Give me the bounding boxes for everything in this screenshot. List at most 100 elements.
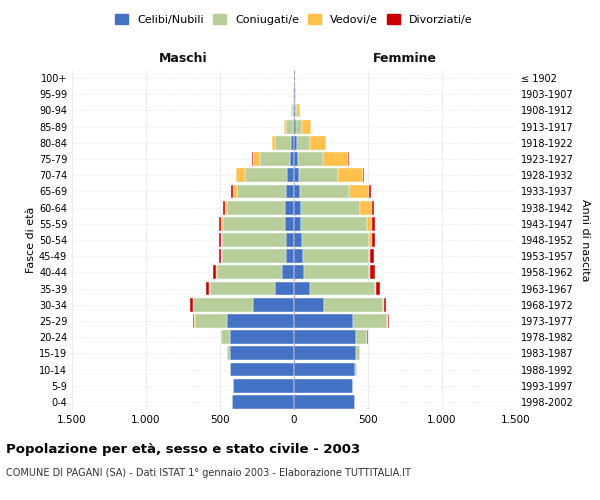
Bar: [367, 217, 373, 230]
Bar: [227, 314, 294, 328]
Bar: [294, 136, 296, 149]
Text: Popolazione per età, sesso e stato civile - 2003: Popolazione per età, sesso e stato civil…: [6, 442, 360, 456]
Bar: [304, 266, 370, 280]
Bar: [291, 136, 294, 149]
Bar: [323, 152, 348, 166]
Bar: [360, 200, 372, 214]
Bar: [193, 314, 194, 328]
Bar: [291, 104, 292, 118]
Bar: [225, 200, 227, 214]
Bar: [218, 250, 221, 263]
Legend: Celibi/Nubili, Coniugati/e, Vedovi/e, Divorziati/e: Celibi/Nubili, Coniugati/e, Vedovi/e, Di…: [112, 10, 476, 28]
Text: COMUNE DI PAGANI (SA) - Dati ISTAT 1° gennaio 2003 - Elaborazione TUTTITALIA.IT: COMUNE DI PAGANI (SA) - Dati ISTAT 1° ge…: [6, 468, 411, 477]
Bar: [194, 314, 195, 328]
Bar: [293, 104, 294, 118]
Bar: [272, 136, 275, 149]
Bar: [222, 233, 286, 247]
Bar: [230, 362, 294, 376]
Bar: [282, 266, 294, 280]
Bar: [245, 168, 287, 182]
Bar: [370, 250, 374, 263]
Bar: [310, 136, 326, 149]
Bar: [370, 184, 371, 198]
Bar: [253, 298, 294, 312]
Bar: [355, 362, 356, 376]
Bar: [294, 379, 353, 392]
Bar: [294, 282, 310, 296]
Bar: [286, 120, 293, 134]
Bar: [293, 120, 294, 134]
Bar: [376, 282, 380, 296]
Bar: [348, 152, 349, 166]
Bar: [298, 152, 323, 166]
Bar: [230, 330, 294, 344]
Bar: [292, 104, 293, 118]
Bar: [300, 184, 349, 198]
Bar: [383, 298, 386, 312]
Bar: [212, 266, 217, 280]
Bar: [388, 314, 389, 328]
Bar: [227, 346, 230, 360]
Bar: [221, 217, 223, 230]
Bar: [294, 250, 303, 263]
Bar: [353, 314, 387, 328]
Bar: [190, 298, 193, 312]
Bar: [260, 152, 290, 166]
Bar: [275, 282, 294, 296]
Bar: [233, 379, 294, 392]
Bar: [223, 217, 285, 230]
Bar: [218, 233, 221, 247]
Bar: [193, 298, 253, 312]
Bar: [252, 152, 253, 166]
Bar: [294, 395, 355, 409]
Bar: [294, 168, 299, 182]
Bar: [230, 346, 294, 360]
Bar: [232, 395, 294, 409]
Bar: [233, 184, 237, 198]
Bar: [349, 184, 370, 198]
Bar: [373, 217, 376, 230]
Bar: [294, 200, 301, 214]
Bar: [372, 233, 376, 247]
Bar: [303, 250, 369, 263]
Bar: [287, 168, 294, 182]
Y-axis label: Anni di nascita: Anni di nascita: [580, 198, 590, 281]
Bar: [286, 250, 294, 263]
Bar: [223, 200, 225, 214]
Bar: [294, 330, 356, 344]
Bar: [285, 200, 294, 214]
Bar: [369, 233, 372, 247]
Bar: [221, 330, 230, 344]
Bar: [356, 346, 360, 360]
Bar: [363, 168, 364, 182]
Bar: [369, 250, 370, 263]
Bar: [221, 233, 222, 247]
Bar: [286, 233, 294, 247]
Bar: [372, 200, 374, 214]
Bar: [217, 266, 282, 280]
Bar: [209, 282, 275, 296]
Bar: [301, 200, 360, 214]
Bar: [294, 362, 355, 376]
Bar: [296, 120, 302, 134]
Text: Femmine: Femmine: [373, 52, 437, 65]
Bar: [285, 217, 294, 230]
Bar: [294, 314, 353, 328]
Bar: [227, 200, 285, 214]
Bar: [294, 184, 300, 198]
Bar: [302, 233, 369, 247]
Bar: [295, 88, 296, 101]
Bar: [286, 184, 294, 198]
Bar: [294, 104, 295, 118]
Bar: [296, 104, 301, 118]
Bar: [387, 314, 388, 328]
Y-axis label: Fasce di età: Fasce di età: [26, 207, 36, 273]
Bar: [294, 266, 304, 280]
Bar: [299, 168, 338, 182]
Bar: [231, 184, 233, 198]
Bar: [221, 250, 222, 263]
Bar: [338, 168, 363, 182]
Bar: [195, 314, 227, 328]
Bar: [294, 233, 302, 247]
Bar: [290, 152, 294, 166]
